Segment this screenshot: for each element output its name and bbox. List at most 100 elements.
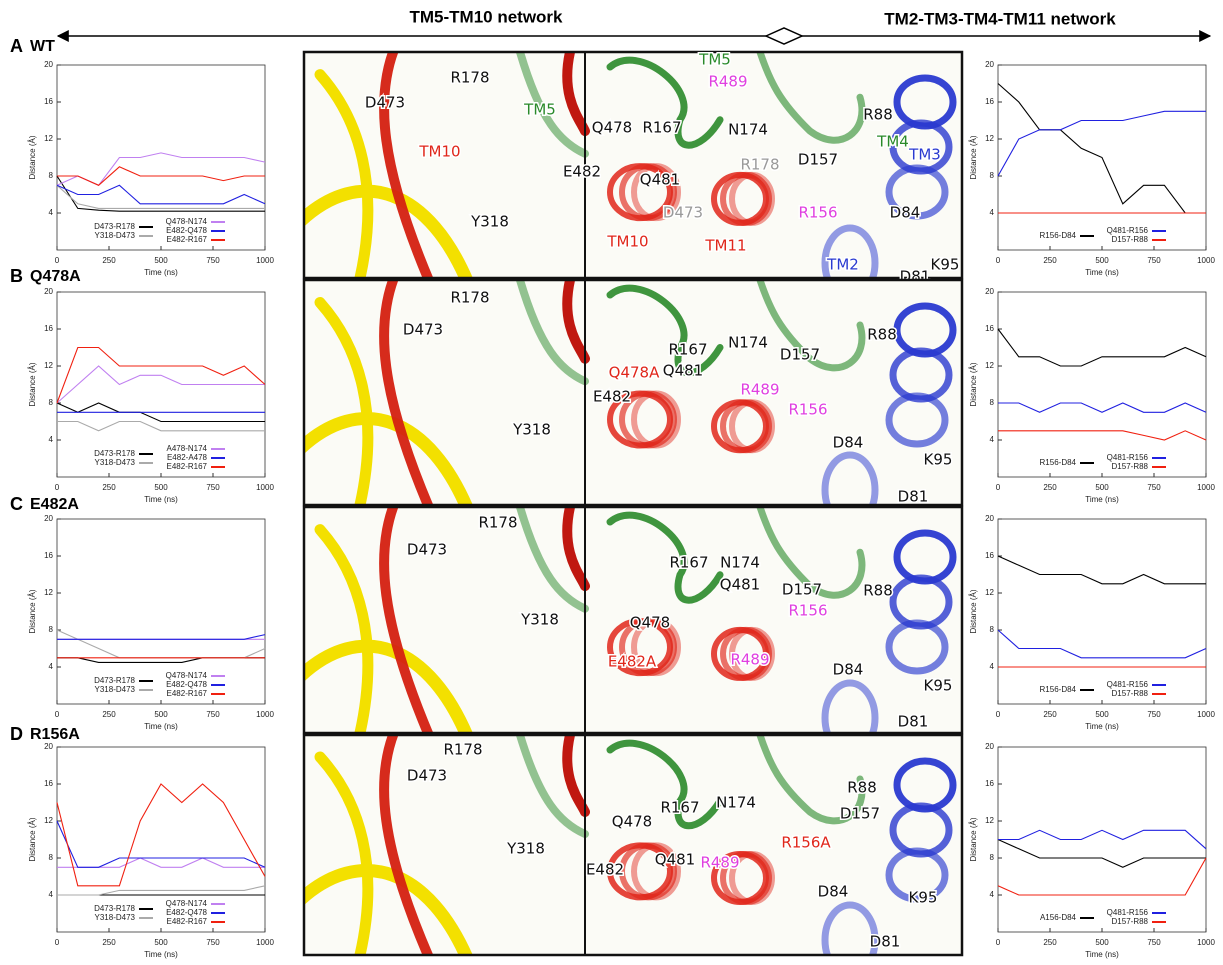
series-line	[57, 420, 265, 432]
helix-tube	[516, 52, 589, 158]
chart: 4 8 12 16 20 0 250 500 750 1000 Time (ns) Distance …	[969, 287, 1215, 504]
y-tick-label: 8	[49, 171, 54, 180]
series-line	[997, 629, 1207, 659]
series-line	[56, 175, 265, 212]
y-tick-label: 12	[985, 134, 994, 143]
x-tick-label: 500	[154, 483, 168, 492]
x-tick-label: 750	[1147, 938, 1161, 947]
y-tick-label: 4	[49, 662, 54, 671]
series-line	[997, 110, 1206, 177]
y-tick-label: 12	[44, 588, 53, 597]
residue-label: R489	[708, 73, 747, 91]
series-line	[997, 328, 1207, 367]
helix-tube	[314, 751, 374, 955]
x-tick-label: 750	[1147, 710, 1161, 719]
residue-label: TM5	[523, 101, 556, 119]
helix-coil	[885, 164, 949, 220]
series-line	[57, 166, 265, 186]
x-tick-label: 500	[154, 938, 168, 947]
series-line	[57, 634, 266, 640]
residue-label: R156	[788, 602, 827, 620]
chart: 4 8 12 16 20 0 250 500 750 1000 Time (ns) Distance …	[28, 60, 274, 277]
structure	[305, 735, 961, 955]
residue-label: Q478A	[609, 364, 660, 382]
helix-coil	[885, 619, 949, 675]
residue-label: D81	[898, 713, 929, 731]
y-tick-label: 16	[44, 97, 53, 106]
y-tick-label: 8	[49, 853, 54, 862]
y-tick-label: 8	[990, 171, 995, 180]
residue-label: D473	[407, 541, 447, 559]
series-line	[56, 365, 265, 404]
helix-tube	[305, 639, 473, 733]
helix-coil	[619, 163, 677, 222]
y-tick-label: 20	[44, 514, 53, 523]
legend-label: R156-D84	[1040, 231, 1077, 240]
legend-label: E482-R167	[167, 462, 208, 471]
residue-label: N174	[716, 794, 756, 812]
structure	[305, 52, 961, 278]
residue-label: Q481	[720, 576, 760, 594]
series-line	[997, 555, 1206, 585]
legend-label: E482-Q478	[166, 680, 207, 689]
helix-coil	[631, 618, 681, 677]
x-tick-label: 750	[206, 256, 220, 265]
y-tick-label: 16	[44, 324, 53, 333]
x-axis-label: Time (ns)	[1085, 495, 1119, 504]
helix-coil	[619, 390, 677, 449]
legend-label: E482-Q478	[166, 226, 207, 235]
x-tick-label: 500	[1095, 483, 1109, 492]
panel-label: D R156A	[10, 724, 80, 744]
x-tick-label: 0	[55, 256, 60, 265]
legend-label: D473-R178	[94, 676, 135, 685]
helix-coil	[821, 901, 879, 955]
x-tick-label: 500	[1095, 938, 1109, 947]
x-tick-label: 1000	[1197, 483, 1215, 492]
y-tick-label: 20	[985, 287, 994, 296]
helix-tube	[314, 69, 374, 278]
residue-label: K95	[924, 677, 953, 695]
residue-label: K95	[924, 451, 953, 469]
residue-label: D84	[890, 204, 921, 222]
x-tick-label: 0	[55, 483, 60, 492]
panel-letter: B	[10, 266, 23, 286]
residue-label: E482	[586, 861, 624, 879]
x-tick-label: 1000	[1197, 256, 1215, 265]
structure	[305, 280, 961, 505]
y-tick-label: 16	[985, 779, 994, 788]
y-tick-label: 4	[990, 435, 995, 444]
helix-tube	[379, 52, 434, 278]
y-tick-label: 20	[985, 514, 994, 523]
x-tick-label: 1000	[1197, 938, 1215, 947]
helix-coil	[720, 851, 772, 905]
series-line	[56, 184, 265, 209]
structure-frame	[302, 50, 964, 280]
helix-coil	[729, 626, 775, 681]
residue-label: R88	[867, 326, 897, 344]
panel-mutant: WT	[30, 38, 55, 55]
series-line	[997, 83, 1206, 214]
helix-tube	[562, 52, 590, 137]
panel-label: A WT	[10, 36, 55, 56]
y-tick-label: 8	[49, 398, 54, 407]
helix-coil	[729, 171, 775, 226]
y-tick-label: 20	[985, 60, 994, 69]
y-tick-label: 4	[990, 208, 995, 217]
y-tick-label: 4	[49, 435, 54, 444]
y-tick-label: 4	[49, 208, 54, 217]
x-axis-label: Time (ns)	[144, 950, 178, 959]
y-axis-label: Distance (Å)	[969, 817, 978, 861]
plot-area	[997, 518, 1207, 705]
helix-coil	[821, 224, 879, 278]
panel-letter: C	[10, 494, 23, 514]
helix-tube	[314, 524, 374, 733]
residue-label: R88	[863, 106, 893, 124]
y-tick-label: 16	[985, 97, 994, 106]
y-tick-label: 20	[44, 742, 53, 751]
series-line	[56, 184, 266, 205]
series-line	[997, 857, 1207, 896]
y-tick-label: 8	[990, 625, 995, 634]
header-divider	[764, 27, 804, 45]
x-tick-label: 750	[1147, 483, 1161, 492]
y-tick-label: 20	[44, 60, 53, 69]
